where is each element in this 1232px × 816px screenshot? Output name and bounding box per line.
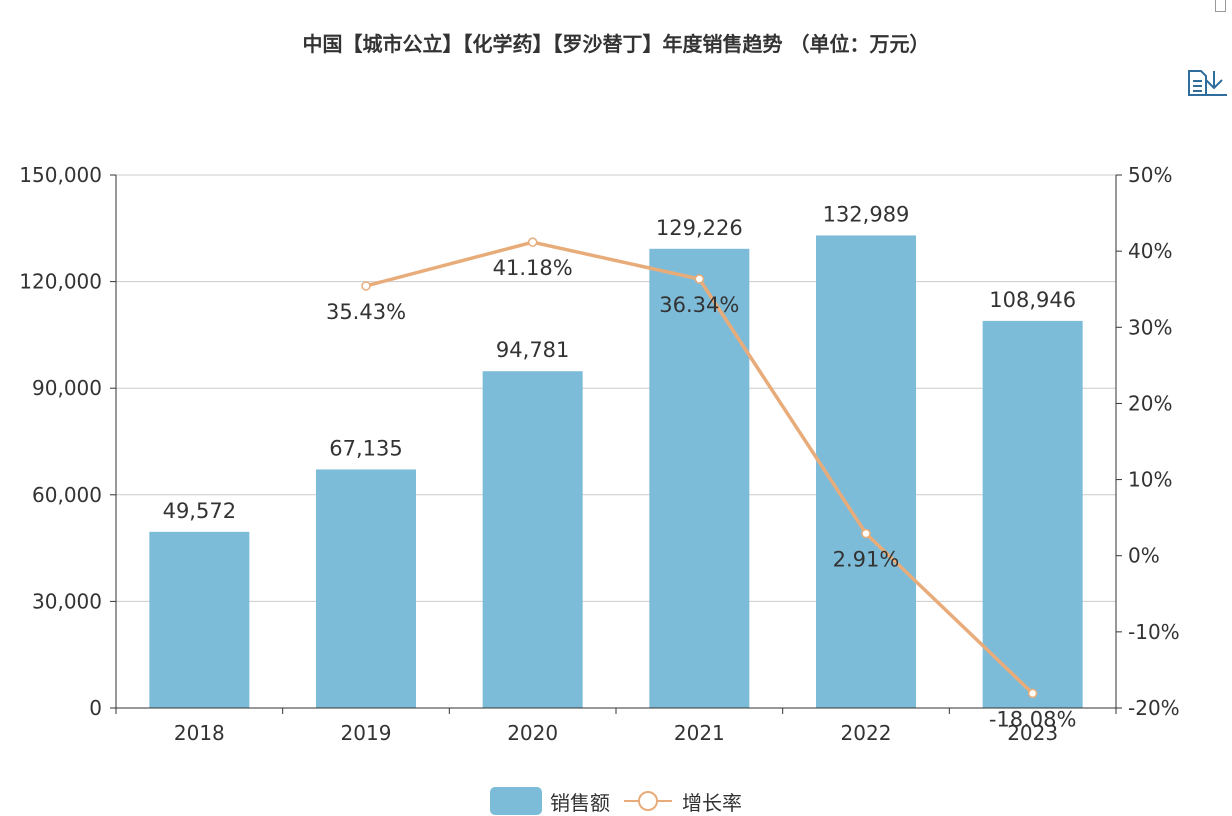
growth-point <box>1027 688 1038 699</box>
growth-value-label: 2.91% <box>833 548 900 572</box>
y-left-tick-label: 30,000 <box>32 589 102 613</box>
line-series <box>361 237 1038 699</box>
x-tick-label: 2022 <box>841 721 892 745</box>
bar <box>649 248 750 708</box>
y-right-tick-label: 20% <box>1128 391 1172 415</box>
download-icon[interactable] <box>1200 68 1232 98</box>
chart-plot: 0 30,000 60,000 90,000 120,000 150,000 -20% -10… <box>19 163 1179 745</box>
y-left-tick-label: 60,000 <box>32 483 102 507</box>
growth-value-label: 36.34% <box>659 293 739 317</box>
legend-label-sales: 销售额 <box>550 790 610 815</box>
growth-point <box>861 528 871 539</box>
legend-item-growth[interactable]: 增长率 <box>622 787 742 816</box>
growth-point <box>361 281 371 291</box>
legend-item-sales[interactable]: 销售额 <box>490 787 610 816</box>
bar-value-label: 67,135 <box>329 436 402 460</box>
y-left-tick-label: 90,000 <box>32 376 102 400</box>
legend-bar-swatch <box>490 787 542 815</box>
bar <box>982 320 1083 708</box>
y-right-tick-label: 0% <box>1128 544 1160 568</box>
grid-layer <box>116 174 1116 602</box>
x-tick-label: 2018 <box>174 721 225 745</box>
bar-value-label: 132,989 <box>823 202 910 226</box>
bar-value-label: 94,781 <box>496 338 569 362</box>
data-labels: 49,572 67,135 94,781 129,226 132,989 108,946 3… <box>163 202 1077 731</box>
corner-box <box>1215 0 1226 12</box>
legend-label-growth: 增长率 <box>682 790 742 815</box>
bar-value-label: 49,572 <box>163 499 236 523</box>
bar <box>816 235 916 709</box>
bar-value-label: 108,946 <box>989 288 1076 312</box>
y-right-tick-label: 50% <box>1128 163 1172 187</box>
y-left-tick-label: 0 <box>89 696 102 720</box>
legend: 销售额 增长率 <box>0 786 1232 816</box>
growth-point <box>694 274 705 284</box>
growth-point <box>527 237 538 247</box>
growth-value-label: 35.43% <box>326 300 406 324</box>
chart-title: 中国【城市公立】【化学药】【罗沙替丁】年度销售趋势 （单位：万元） <box>302 32 930 56</box>
y-left-tick-label: 120,000 <box>19 270 102 294</box>
bar <box>482 371 583 708</box>
x-tick-label: 2019 <box>341 721 392 745</box>
bar-series <box>149 235 1083 709</box>
y-right-tick-label: 30% <box>1128 315 1172 339</box>
bar <box>316 469 416 708</box>
y-right-tick-label: 10% <box>1128 468 1172 492</box>
document-icon[interactable] <box>1182 68 1212 98</box>
growth-value-label: -18.08% <box>989 707 1077 731</box>
y-right-tick-label: -10% <box>1128 620 1180 644</box>
bar-value-label: 129,226 <box>656 216 743 240</box>
y-left-tick-label: 150,000 <box>19 163 102 187</box>
bar <box>149 531 250 708</box>
axis-layer: 0 30,000 60,000 90,000 120,000 150,000 -20% -10… <box>19 163 1179 745</box>
y-right-tick-label: -20% <box>1128 696 1180 720</box>
x-tick-label: 2021 <box>674 721 725 745</box>
x-tick-label: 2023 <box>1007 721 1058 745</box>
x-tick-label: 2020 <box>507 721 558 745</box>
growth-value-label: 41.18% <box>493 256 573 280</box>
legend-line-swatch <box>624 791 672 811</box>
y-right-tick-label: 40% <box>1128 239 1172 263</box>
